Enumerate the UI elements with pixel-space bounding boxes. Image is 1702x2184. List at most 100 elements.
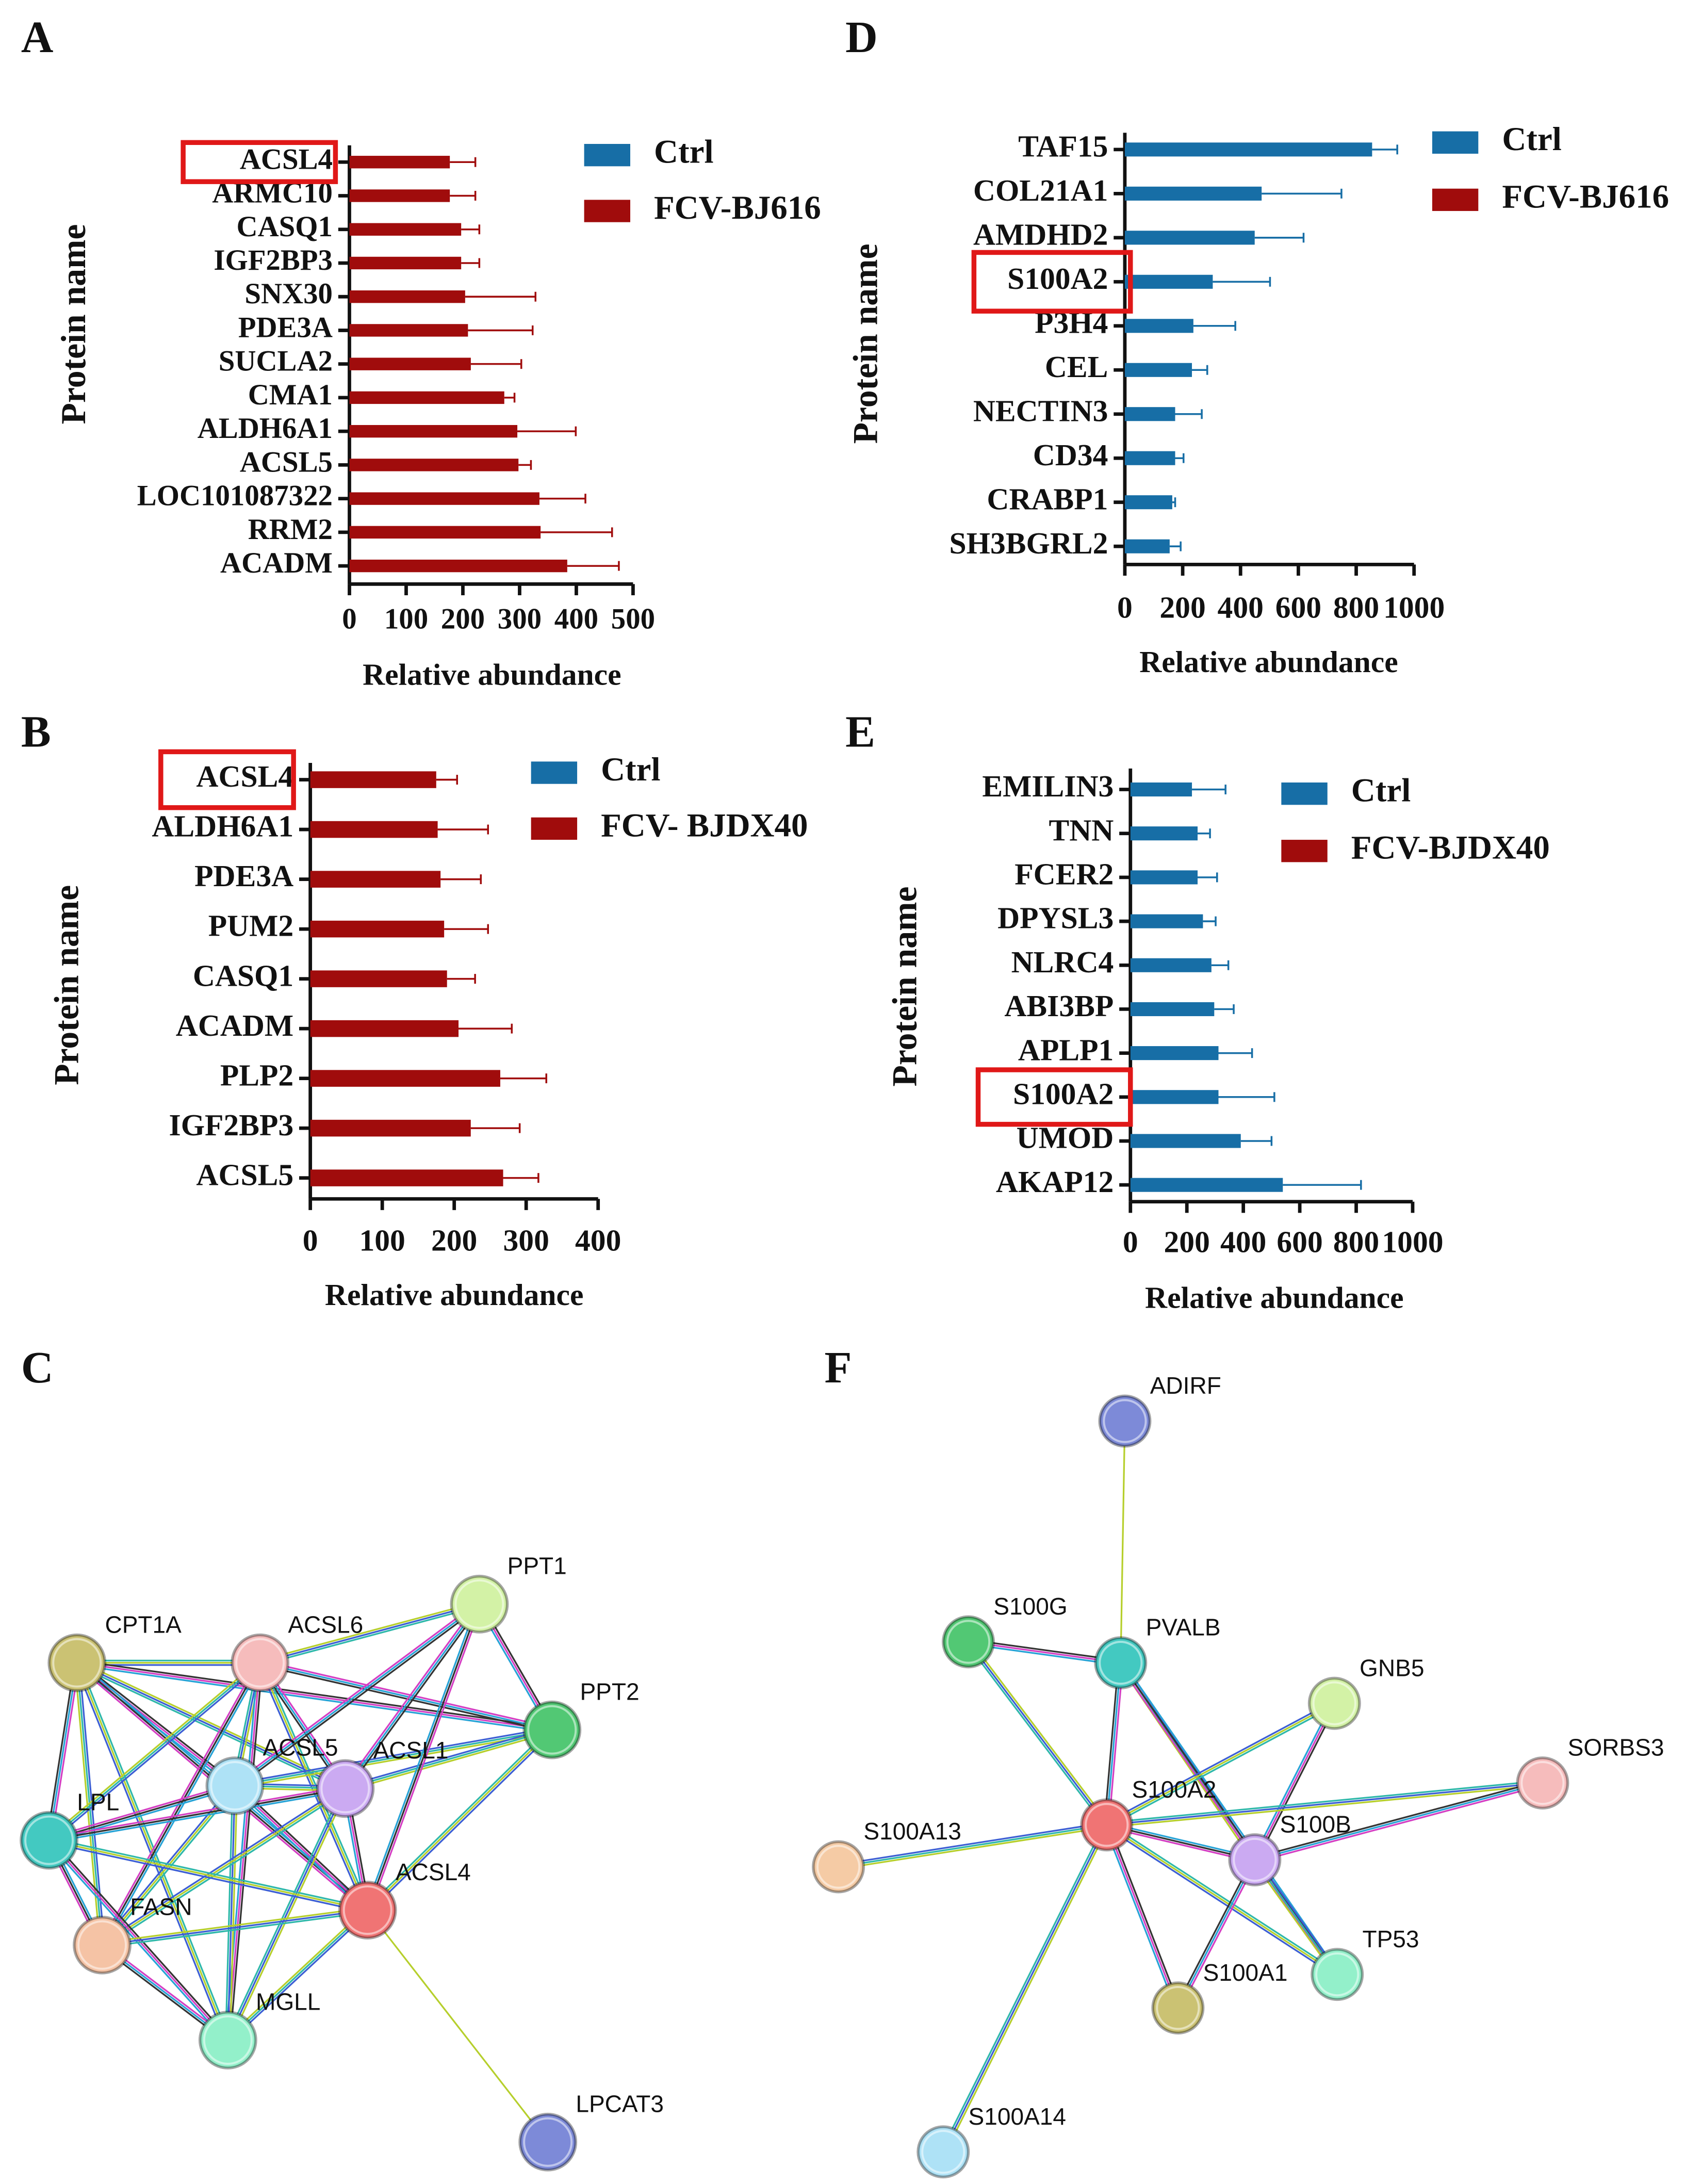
network-edge xyxy=(48,1785,345,1839)
bar xyxy=(1130,1090,1219,1104)
x-tick-label: 100 xyxy=(359,1224,405,1258)
y-tick-label: FCER2 xyxy=(1014,857,1114,891)
bar xyxy=(1124,407,1175,421)
network-edge xyxy=(259,1664,552,1733)
error-bar xyxy=(518,460,532,470)
y-tick-label: CRABP1 xyxy=(987,482,1108,516)
bar xyxy=(1124,186,1262,201)
y-tick-label: ACSL5 xyxy=(240,446,333,478)
node-label: PPT2 xyxy=(580,1678,639,1705)
x-tick-label: 200 xyxy=(431,1224,477,1258)
network-edge xyxy=(48,1785,235,1841)
y-tick-label: ACADM xyxy=(176,1008,293,1042)
bar xyxy=(1130,914,1203,928)
error-bar xyxy=(567,561,620,571)
network-edge xyxy=(74,1663,227,2042)
network-edge xyxy=(1120,1421,1126,1663)
network-edge xyxy=(1108,1823,1181,2008)
node-halo xyxy=(1156,1986,1200,2030)
bar xyxy=(310,970,447,987)
error-bar xyxy=(450,190,477,201)
network-edge xyxy=(236,1783,370,1910)
error-bar xyxy=(461,258,481,268)
network-edge xyxy=(365,1727,551,1910)
network-edge xyxy=(102,1788,346,1946)
node-halo xyxy=(946,1620,991,1664)
network-edge xyxy=(1105,1700,1334,1824)
x-tick-label: 300 xyxy=(503,1224,549,1258)
legend-swatch xyxy=(1281,840,1328,862)
bar xyxy=(349,492,539,505)
y-tick-label: PLP2 xyxy=(220,1058,293,1092)
network-edge xyxy=(940,1823,1106,2152)
legend-swatch xyxy=(1432,188,1479,211)
network-edge xyxy=(1122,1661,1340,1974)
network-edge xyxy=(344,1726,552,1787)
network-edge xyxy=(228,1911,370,2043)
network-node xyxy=(450,1574,509,1634)
error-bar xyxy=(541,527,613,537)
network-edge xyxy=(1175,1858,1254,2008)
network-node xyxy=(316,1759,375,1818)
network-edge xyxy=(48,1839,368,1911)
network-edge xyxy=(944,1826,1110,2154)
network-edge xyxy=(233,1786,367,1913)
bar xyxy=(310,1169,503,1186)
panel-letter: C xyxy=(21,1343,54,1392)
error-bar xyxy=(504,393,516,403)
network-edge xyxy=(49,1837,368,1909)
bar xyxy=(349,324,468,337)
bar xyxy=(1130,1178,1283,1192)
bar xyxy=(310,1119,471,1137)
legend-label: FCV-BJ616 xyxy=(1502,178,1669,215)
network-edge xyxy=(229,1786,238,2041)
x-axis-title: Relative abundance xyxy=(1145,1281,1403,1315)
network-edge xyxy=(259,1661,552,1731)
network-edge xyxy=(259,1662,369,1911)
y-tick-label: CMA1 xyxy=(248,379,333,411)
node-label: TP53 xyxy=(1362,1926,1419,1952)
y-tick-label: NLRC4 xyxy=(1011,945,1114,979)
error-bar xyxy=(539,494,586,504)
x-tick-label: 400 xyxy=(1220,1225,1266,1259)
network-edge xyxy=(1177,1859,1256,2009)
node-halo xyxy=(1315,1952,1360,1997)
legend-label: FCV-BJDX40 xyxy=(1351,829,1550,867)
error-bar xyxy=(447,974,476,984)
y-tick-label: CEL xyxy=(1045,350,1108,384)
node-label: PVALB xyxy=(1146,1614,1221,1641)
network-edge xyxy=(1107,1822,1339,1974)
network-edge xyxy=(1107,1704,1336,1828)
error-bar xyxy=(1203,916,1217,926)
error-bar xyxy=(465,291,537,302)
error-bar xyxy=(1240,1136,1273,1146)
legend-label: Ctrl xyxy=(654,134,714,171)
error-bar xyxy=(1198,872,1218,883)
network-edge xyxy=(224,1785,234,2040)
network-edge xyxy=(838,1821,1107,1866)
node-halo xyxy=(921,2130,965,2174)
node-halo xyxy=(342,1885,392,1935)
bar-panel: D 0 200 400 600 800 1000 Relative abundance Prot… xyxy=(845,12,1669,679)
network-node xyxy=(1516,1756,1569,1810)
bar xyxy=(1124,231,1255,245)
error-bar xyxy=(1169,541,1182,551)
error-bar xyxy=(1193,321,1236,331)
node-halo xyxy=(52,1638,102,1688)
network-node xyxy=(1094,1636,1148,1690)
y-tick-label: RRM2 xyxy=(248,513,333,546)
network-edge xyxy=(259,1603,480,1664)
y-tick-label: S100A2 xyxy=(1013,1077,1114,1111)
panel-letter: E xyxy=(845,707,875,756)
network-node xyxy=(47,1633,107,1692)
error-bar xyxy=(1254,233,1305,243)
network-edge xyxy=(346,1731,553,1792)
network-edge xyxy=(103,1789,347,1948)
bar xyxy=(1130,782,1192,797)
legend-label: Ctrl xyxy=(1351,772,1411,809)
error-bar xyxy=(1214,1004,1235,1014)
bar xyxy=(1130,1134,1241,1148)
node-label: MGLL xyxy=(256,1989,320,2015)
x-tick-label: 600 xyxy=(1276,1225,1322,1259)
bar-panel: E 0 200 400 600 800 1000 Relative abundance Prot… xyxy=(845,707,1550,1314)
